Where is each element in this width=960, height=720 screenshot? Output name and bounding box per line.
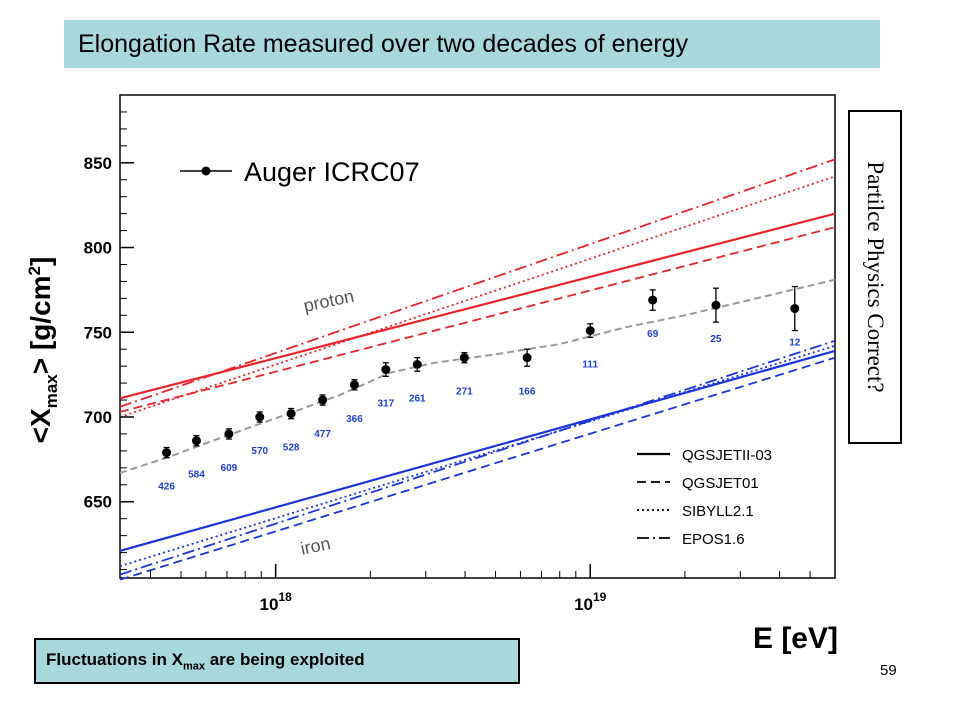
x-tick-label: 1018 [260, 590, 293, 614]
bottom-note-sub: max [182, 660, 205, 673]
data-point [255, 412, 265, 422]
x-tick-label: 1019 [574, 590, 607, 614]
data-legend: Auger ICRC07 [180, 157, 420, 187]
x-axis-title: E [eV] [753, 622, 838, 655]
y-tick-label: 800 [84, 239, 112, 258]
data-point [585, 326, 595, 336]
data-point [412, 359, 422, 369]
iron-dashdot-line [119, 339, 836, 576]
model-legend-label: QGSJETII-03 [682, 447, 772, 464]
bottom-note-suffix: are being exploited [204, 649, 365, 669]
slide-title: Elongation Rate measured over two decade… [78, 29, 689, 58]
data-point-count-label: 111 [582, 360, 598, 371]
data-point-count-label: 477 [314, 429, 331, 440]
bottom-note-box: Fluctuations in Xmax are being exploited [34, 638, 520, 684]
y-tick-label: 700 [84, 408, 112, 427]
data-legend-marker [201, 166, 211, 176]
data-point [349, 380, 359, 390]
data-point [648, 295, 658, 305]
bottom-note-text: Fluctuations in Xmax are being exploited [46, 650, 365, 672]
iron-solid-line [119, 349, 836, 552]
model-legend-label: EPOS1.6 [682, 531, 745, 548]
page-number: 59 [880, 662, 897, 679]
data-point-count-label: 317 [377, 399, 394, 410]
slide-title-box: Elongation Rate measured over two decade… [64, 20, 880, 68]
data-point-count-label: 166 [519, 387, 536, 398]
proton-label: proton [302, 286, 356, 316]
model-legend-label: QGSJET01 [682, 475, 759, 492]
data-point-count-label: 261 [409, 393, 426, 404]
side-note-text: Partilce Physics Correct? [863, 161, 888, 393]
bottom-note-prefix: Fluctuations in X [46, 649, 183, 669]
data-point [381, 365, 391, 375]
data-point-count-label: 69 [647, 329, 659, 340]
y-axis-title-mid: > [g/cm [25, 275, 56, 374]
data-point [224, 429, 234, 439]
side-note-box: Partilce Physics Correct? [848, 110, 902, 444]
data-point-count-label: 366 [346, 414, 363, 425]
proton-dotted-line [119, 175, 836, 418]
data-point [790, 304, 800, 314]
data-point [286, 409, 296, 419]
proton-dashed-line [119, 226, 836, 413]
y-tick-label: 650 [84, 493, 112, 512]
data-point-count-label: 25 [710, 334, 722, 345]
proton-dashdot-line [119, 158, 836, 408]
data-point [191, 436, 201, 446]
y-axis-title-pre: <X [25, 408, 56, 443]
data-point [459, 353, 469, 363]
y-tick-label: 750 [84, 323, 112, 342]
data-point-count-label: 528 [283, 443, 300, 454]
data-point [711, 300, 721, 310]
data-point-count-label: 271 [456, 387, 473, 398]
y-axis-title-sub: max [42, 374, 61, 409]
y-tick-label: 850 [84, 154, 112, 173]
iron-dashed-line [119, 356, 836, 581]
model-legend: QGSJETII-03 QGSJET01 SIBYLL2.1 EPOS1.6 [637, 447, 772, 548]
plot-frame [119, 94, 836, 579]
y-axis-title-post: ] [25, 257, 56, 266]
proton-solid-line [119, 212, 836, 400]
data-point [318, 395, 328, 405]
data-point-count-label: 12 [789, 338, 801, 349]
data-point [162, 448, 172, 458]
data-point-count-label: 570 [251, 446, 268, 457]
data-point-count-label: 426 [158, 482, 175, 493]
iron-label: iron [299, 533, 333, 559]
data-point-count-label: 584 [188, 470, 205, 481]
y-axis-title-sup: 2 [25, 266, 44, 275]
y-axis-title: <Xmax> [g/cm2] [25, 257, 61, 444]
model-legend-label: SIBYLL2.1 [682, 503, 754, 520]
data-point [522, 353, 532, 363]
data-point-count-label: 609 [221, 463, 238, 474]
data-legend-label: Auger ICRC07 [244, 157, 420, 187]
